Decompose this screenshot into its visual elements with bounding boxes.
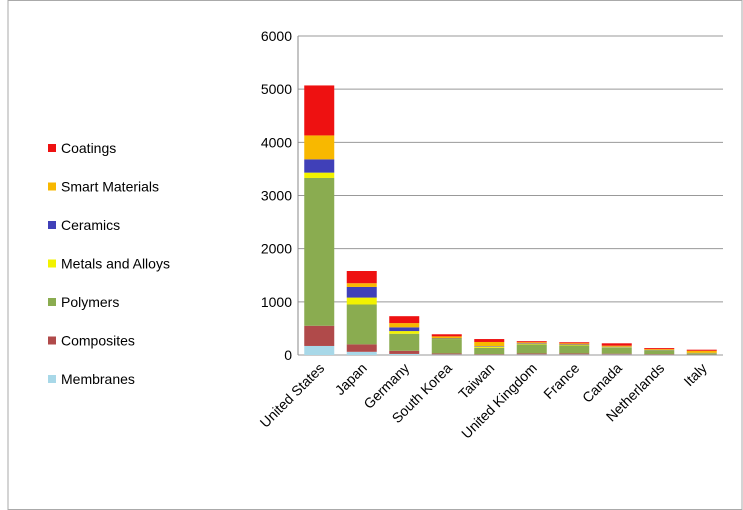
bar-segment xyxy=(644,349,675,350)
bar-segment xyxy=(474,341,505,347)
bar-segment xyxy=(516,353,547,355)
bar-segment xyxy=(431,338,462,340)
legend-swatch xyxy=(48,259,56,268)
legend-swatch xyxy=(48,336,56,345)
bar-segment xyxy=(559,343,590,345)
legend-label: Polymers xyxy=(61,294,119,310)
bar-segment xyxy=(601,347,632,354)
bar-segment xyxy=(346,344,377,352)
bar-segment xyxy=(389,353,420,355)
bar-segment xyxy=(304,135,335,160)
bar-segment xyxy=(559,353,590,355)
bar-segment xyxy=(601,346,632,348)
bar-segment xyxy=(644,350,675,355)
y-tick-label: 2000 xyxy=(261,241,292,257)
bar-segment xyxy=(516,341,547,343)
bar-segment xyxy=(474,347,505,355)
bar-segment xyxy=(644,354,675,355)
bar-segment xyxy=(304,325,335,346)
bar-segment xyxy=(304,172,335,178)
legend-label: Composites xyxy=(61,333,135,349)
bar-segment xyxy=(346,283,377,287)
legend-label: Ceramics xyxy=(61,217,120,233)
bar-segment xyxy=(346,304,377,345)
bar-segment xyxy=(389,327,420,332)
bar-segment xyxy=(559,354,590,355)
bar-segment xyxy=(601,347,632,348)
bar-segment xyxy=(601,354,632,355)
bar-segment xyxy=(304,159,335,173)
bar-segment xyxy=(389,333,420,351)
legend-swatch xyxy=(48,375,56,383)
legend-label: Coatings xyxy=(61,140,116,156)
bar-segment xyxy=(559,344,590,345)
bar-segment xyxy=(686,350,717,353)
y-tick-label: 0 xyxy=(284,347,292,363)
bar-segment xyxy=(389,323,420,328)
bar-segment xyxy=(389,350,420,354)
legend-label: Smart Materials xyxy=(61,179,159,195)
bar-segment xyxy=(516,342,547,344)
bar-segment xyxy=(686,353,717,355)
bar-segment xyxy=(431,334,462,337)
legend-swatch xyxy=(48,144,56,152)
bar-segment xyxy=(644,348,675,350)
bar-segment xyxy=(516,343,547,344)
bar-segment xyxy=(516,344,547,354)
bar-segment xyxy=(346,297,377,305)
bar-segment xyxy=(304,85,335,136)
legend-label: Membranes xyxy=(61,371,135,387)
legend-swatch xyxy=(48,298,56,306)
bar-segment xyxy=(431,354,462,355)
y-tick-label: 6000 xyxy=(261,28,292,44)
bar-segment xyxy=(559,344,590,346)
bar-segment xyxy=(431,339,462,354)
bar-segment xyxy=(346,286,377,298)
y-tick-label: 5000 xyxy=(261,81,292,97)
bar-segment xyxy=(601,343,632,346)
bar-segment xyxy=(431,337,462,339)
bar-segment xyxy=(304,345,335,355)
legend-label: Metals and Alloys xyxy=(61,256,170,272)
bar-segment xyxy=(389,316,420,324)
legend-swatch xyxy=(48,182,56,191)
bar-segment xyxy=(474,346,505,348)
bar-segment xyxy=(686,349,717,351)
bar-segment xyxy=(516,354,547,355)
y-tick-label: 3000 xyxy=(261,188,292,204)
y-tick-label: 4000 xyxy=(261,134,292,150)
frame xyxy=(7,0,743,510)
bar-segment xyxy=(389,331,420,334)
bar-segment xyxy=(559,345,590,354)
bar-segment xyxy=(346,351,377,355)
bar-segment xyxy=(431,353,462,355)
legend-swatch xyxy=(48,221,56,229)
bar-segment xyxy=(601,353,632,355)
bar-segment xyxy=(346,270,377,284)
bar-segment xyxy=(474,354,505,355)
bar-segment xyxy=(431,336,462,338)
bar-segment xyxy=(559,342,590,344)
bar-segment xyxy=(474,339,505,342)
bar-segment xyxy=(601,345,632,347)
bar-segment xyxy=(474,346,505,347)
y-tick-label: 1000 xyxy=(261,294,292,310)
bar-segment xyxy=(304,177,335,326)
bar-segment xyxy=(516,343,547,345)
